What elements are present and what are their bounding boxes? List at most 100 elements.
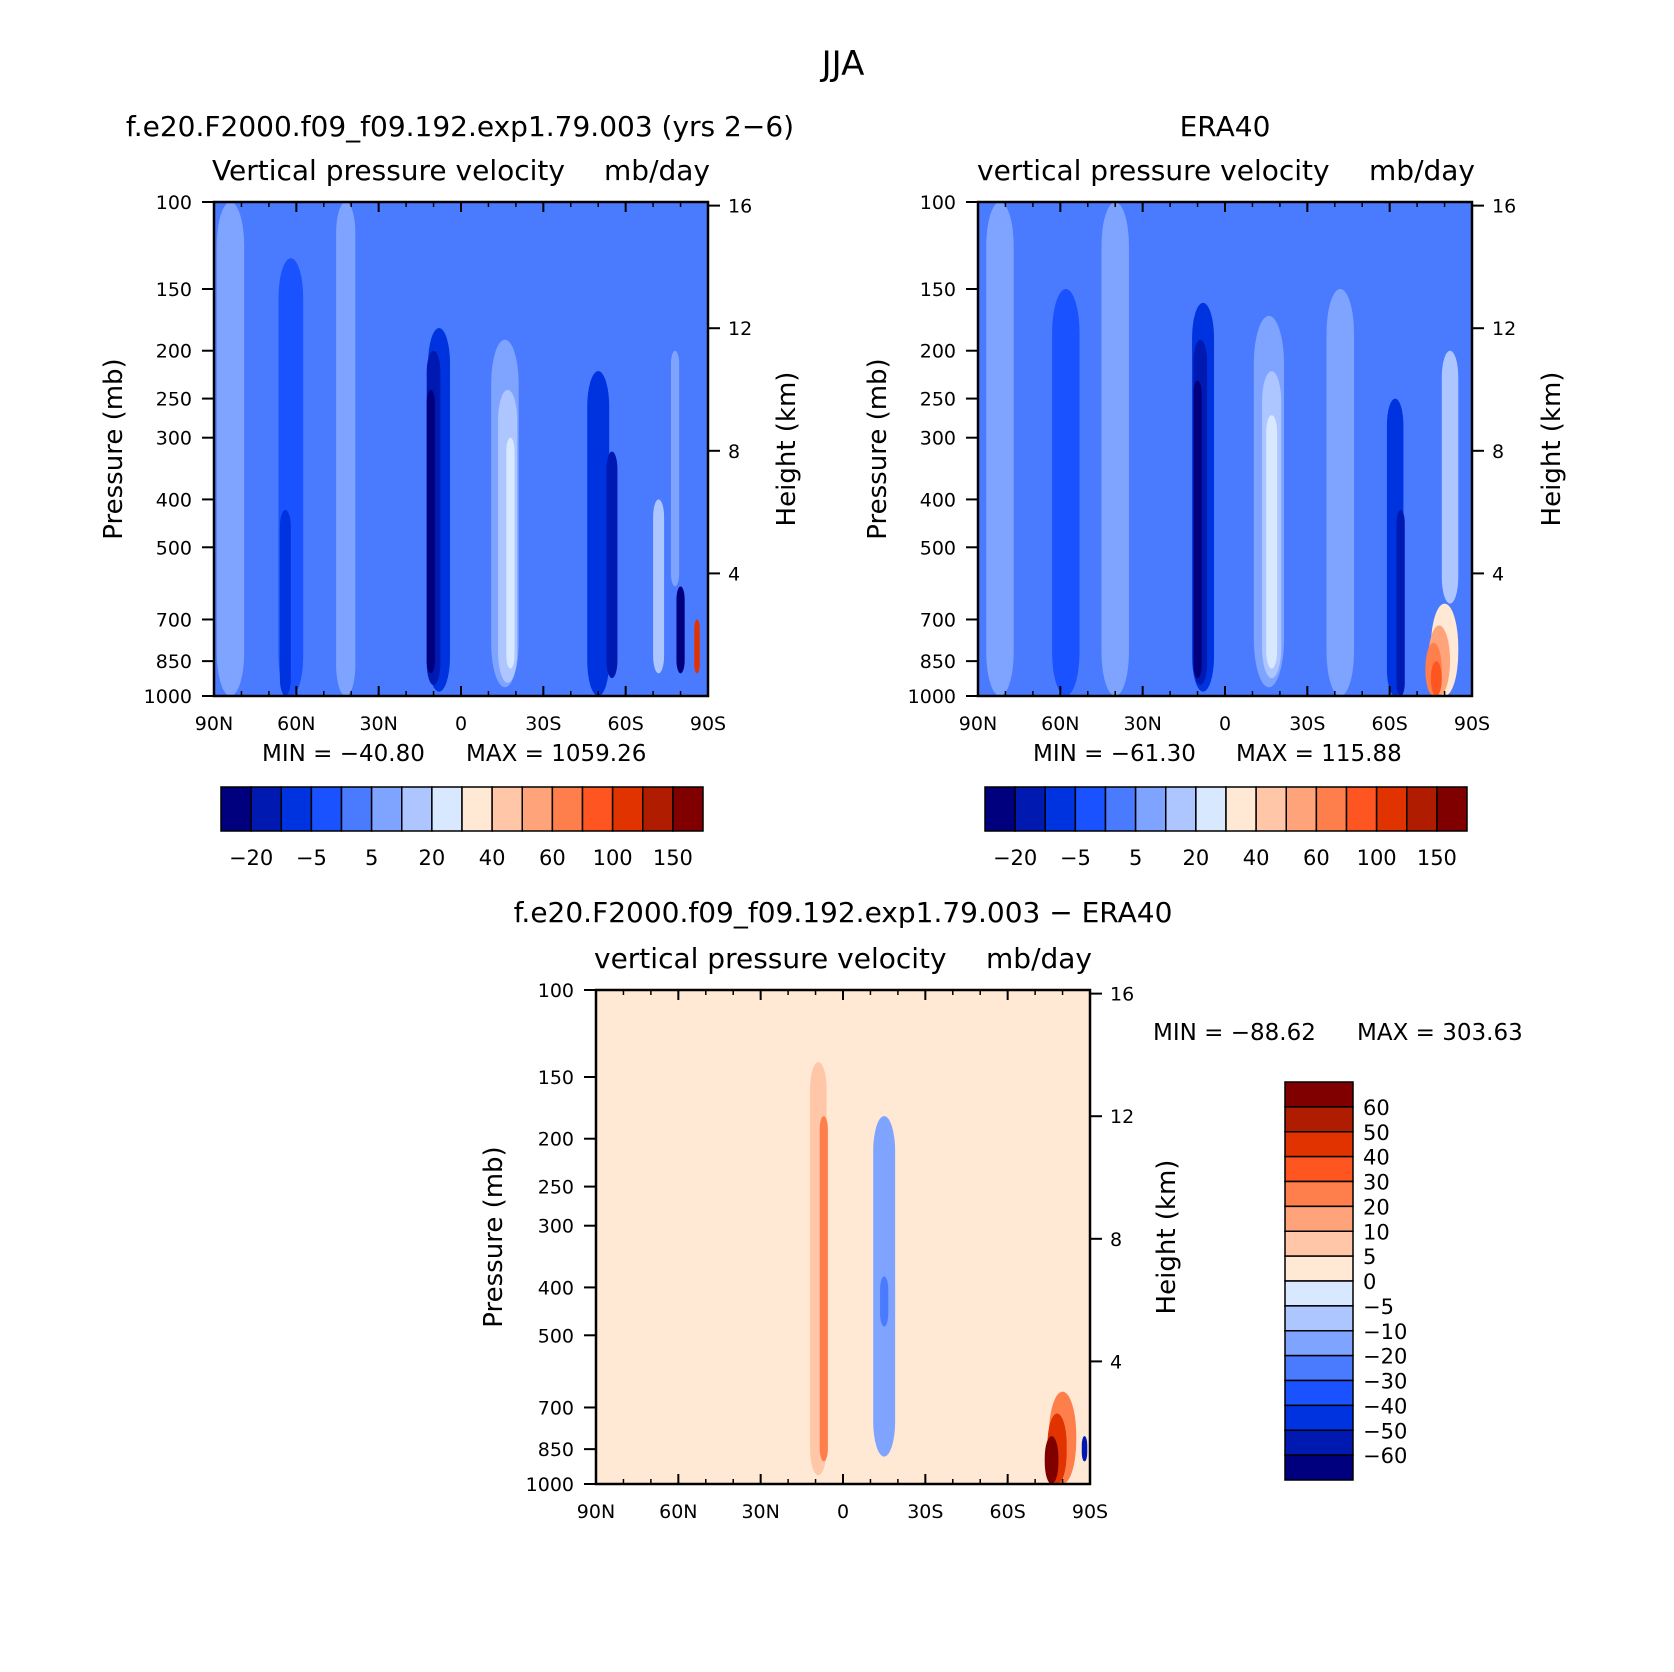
y-tick-label: 850 [156,651,192,673]
colorbar-swatch [1284,1230,1354,1257]
panel-era40: ERA40 vertical pressure velocity mb/day … [863,110,1567,870]
colorbar-swatch [1284,1131,1354,1158]
y2-tick-label: 4 [728,563,740,585]
y-tick-label: 850 [538,1439,574,1461]
colorbar-swatch [1134,786,1167,832]
colorbar-label: 20 [419,846,446,870]
y2-tick-label: 8 [1492,441,1504,463]
y-tick-label: 200 [920,341,956,363]
x-tick-label: 30S [525,713,561,735]
panel-title-difference: f.e20.F2000.f09_f09.192.exp1.79.003 − ER… [514,896,1173,929]
y-tick-label: 200 [538,1129,574,1151]
colorbar-swatch [1406,786,1438,832]
contour-region [506,437,515,669]
variable-title-difference: vertical pressure velocity [594,942,947,975]
y2-tick-label: 16 [728,196,752,218]
colorbar-swatch [1284,1081,1354,1108]
y2-tick-label: 16 [1110,984,1134,1006]
x-tick-label: 0 [837,1501,849,1523]
colorbar-label: 0 [1363,1270,1376,1294]
colorbar-label: 150 [1417,846,1457,870]
colorbar-label: 5 [1363,1245,1376,1269]
colorbar-swatch [1284,1255,1354,1282]
contour-region [216,202,245,696]
contour-region [880,1276,889,1327]
colorbar-label: 30 [1363,1171,1390,1195]
panel-model: f.e20.F2000.f09_f09.192.exp1.79.003 (yrs… [99,110,802,870]
colorbar-swatch [280,786,313,832]
colorbar-swatch [220,786,252,832]
variable-title-era40: vertical pressure velocity [977,154,1330,187]
colorbar-swatch [1284,1429,1354,1456]
y-tick-label: 400 [156,489,192,511]
contour-region [1044,1436,1059,1484]
colorbar-label: 5 [365,846,378,870]
colorbar-swatch [401,786,433,832]
y-tick-label: 100 [920,192,956,214]
x-tick-label: 90S [1454,713,1490,735]
y-axis-label-era40: Pressure (mb) [863,358,893,539]
y-tick-label: 1000 [144,686,192,708]
y2-axis-label-model: Height (km) [772,372,802,527]
colorbar-swatch [984,786,1016,832]
colorbar-label: −5 [1060,846,1091,870]
colorbar-label: 100 [1357,846,1397,870]
colorbar-swatch [672,786,704,832]
contour-region [279,509,291,696]
y-tick-label: 250 [538,1177,574,1199]
colorbar-era40: −20 −5 5 20 40 60 100 150 [984,786,1468,870]
y2-tick-label: 8 [728,441,740,463]
y-tick-label: 1000 [526,1474,574,1496]
colorbar-swatch [1255,786,1287,832]
x-tick-label: 60N [1041,713,1079,735]
colorbar-swatch [1345,786,1378,832]
x-tick-label: 90N [195,713,233,735]
axis-ticks [584,989,1102,1485]
colorbar-label: 50 [1363,1121,1390,1145]
y-axis-label-model: Pressure (mb) [99,358,129,539]
contour-region [1193,380,1202,679]
colorbar-label: 100 [593,846,633,870]
y-tick-label: 100 [156,192,192,214]
colorbar-swatch [1284,1330,1354,1357]
colorbar-swatch [1436,786,1468,832]
y2-axis-label-difference: Height (km) [1152,1160,1182,1315]
colorbar-swatch [1225,786,1257,832]
max-label-model: MAX = 1059.26 [466,741,646,767]
contour-field [214,202,708,696]
colorbar-label: −20 [1363,1345,1407,1369]
plot-area-difference: 90N 60N 30N 0 30S 60S 90S 100 150 200 250 300 400 500… [526,980,1135,1523]
colorbar-label: 150 [653,846,693,870]
y2-tick-label: 12 [728,318,752,340]
colorbar-swatch [1315,786,1348,832]
contour-field [978,202,1472,696]
colorbar-label: −5 [1363,1295,1394,1319]
colorbar-swatch [1014,786,1046,832]
y-tick-label: 150 [538,1067,574,1089]
colorbar-swatch [1195,786,1227,832]
y-tick-label: 100 [538,980,574,1002]
y2-tick-label: 8 [1110,1229,1122,1251]
colorbar-swatch [1285,786,1318,832]
x-tick-label: 60N [659,1501,697,1523]
y-tick-label: 700 [538,1397,574,1419]
colorbar-label: 20 [1183,846,1210,870]
y-tick-label: 150 [156,279,192,301]
colorbar-swatch [310,786,343,832]
contour-region [626,990,649,1484]
y2-axis-label-era40: Height (km) [1537,372,1567,527]
y-tick-label: 300 [920,428,956,450]
min-label-difference: MIN = −88.62 [1153,1020,1316,1046]
colorbar-swatch [1284,1106,1354,1133]
colorbar-label: 40 [479,846,506,870]
contour-region [986,202,1014,696]
contour-region [587,371,610,696]
y-tick-label: 850 [920,651,956,673]
contour-region [1101,202,1129,696]
y2-tick-label: 12 [1492,318,1516,340]
y-tick-label: 300 [156,428,192,450]
y-tick-label: 250 [156,389,192,411]
colorbar-swatch [642,786,674,832]
x-tick-label: 0 [1219,713,1231,735]
